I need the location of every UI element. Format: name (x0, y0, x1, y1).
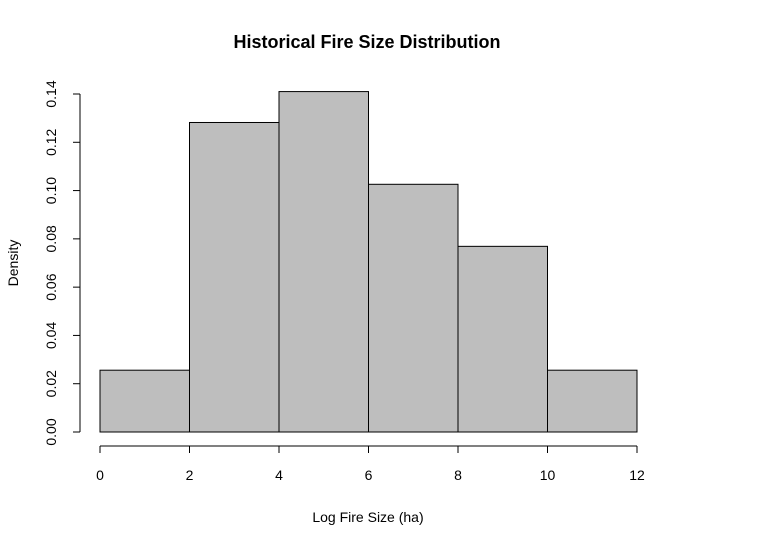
x-tick-label: 10 (540, 467, 556, 483)
y-tick-label: 0.04 (43, 322, 59, 349)
x-axis: 0 2 4 6 8 10 12 (96, 445, 645, 483)
x-tick-label: 4 (275, 467, 283, 483)
histogram-bar (457, 245, 548, 433)
y-tick-label: 0.00 (43, 418, 59, 445)
x-tick-label: 6 (365, 467, 373, 483)
y-axis-label: Density (5, 240, 21, 287)
histogram-bar (99, 369, 190, 433)
y-tick-label: 0.06 (43, 273, 59, 300)
y-tick-label: 0.12 (43, 128, 59, 155)
chart-title: Historical Fire Size Distribution (233, 32, 500, 52)
y-tick-label: 0.14 (43, 80, 59, 107)
y-tick-label: 0.08 (43, 225, 59, 252)
histogram-bar (189, 121, 280, 433)
x-axis-label: Log Fire Size (ha) (312, 509, 423, 525)
y-tick-label: 0.02 (43, 370, 59, 397)
histogram-bar (547, 369, 638, 433)
x-tick-label: 2 (186, 467, 194, 483)
x-tick-label: 12 (629, 467, 645, 483)
y-tick-label: 0.10 (43, 177, 59, 204)
y-axis: 0.00 0.02 0.04 0.06 0.08 0.10 0.12 0.14 (43, 80, 81, 446)
bars (99, 91, 638, 433)
histogram-bar (278, 91, 369, 433)
x-tick-label: 0 (96, 467, 104, 483)
histogram-bar (368, 183, 459, 433)
x-tick-label: 8 (454, 467, 462, 483)
